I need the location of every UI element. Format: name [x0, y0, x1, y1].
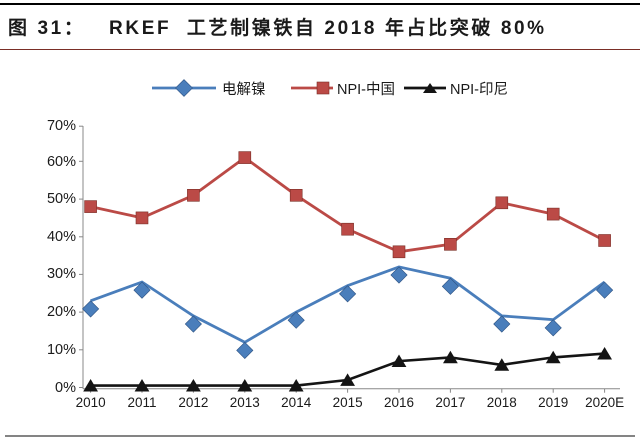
- svg-text:10%: 10%: [47, 342, 76, 358]
- svg-text:2015: 2015: [333, 395, 363, 410]
- svg-text:0%: 0%: [55, 380, 76, 396]
- svg-text:NPI-印尼: NPI-印尼: [450, 81, 508, 98]
- svg-text:2014: 2014: [281, 395, 312, 410]
- svg-text:70%: 70%: [47, 118, 76, 134]
- svg-text:2020E: 2020E: [585, 395, 624, 410]
- svg-text:2019: 2019: [538, 395, 568, 410]
- svg-text:电解镍: 电解镍: [222, 81, 266, 98]
- svg-text:2012: 2012: [178, 395, 208, 410]
- svg-text:30%: 30%: [47, 266, 76, 282]
- svg-text:2016: 2016: [384, 395, 414, 410]
- svg-text:20%: 20%: [47, 304, 76, 320]
- svg-text:NPI-中国: NPI-中国: [337, 81, 395, 98]
- svg-text:2013: 2013: [230, 395, 260, 410]
- svg-text:2010: 2010: [76, 395, 106, 410]
- svg-text:2011: 2011: [127, 395, 156, 410]
- svg-text:50%: 50%: [47, 191, 76, 207]
- svg-text:2018: 2018: [487, 395, 517, 410]
- svg-text:40%: 40%: [47, 229, 76, 245]
- svg-text:2017: 2017: [435, 395, 465, 410]
- svg-text:60%: 60%: [47, 154, 76, 170]
